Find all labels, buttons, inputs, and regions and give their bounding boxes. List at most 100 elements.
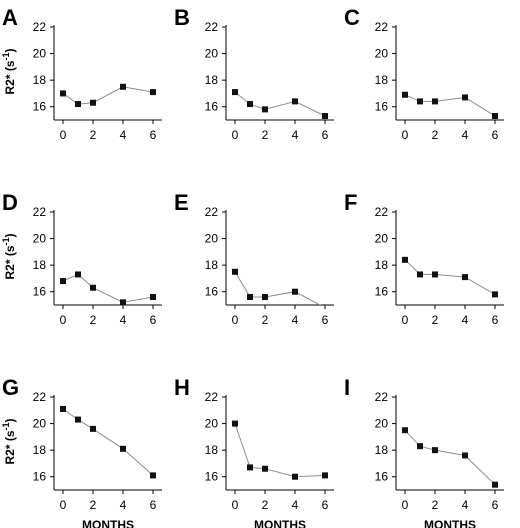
x-tick-label: 6 xyxy=(150,313,157,327)
y-tick-label: 22 xyxy=(33,205,47,219)
data-point xyxy=(150,89,156,96)
y-tick-label: 20 xyxy=(205,232,219,246)
chart-panel-g: G 16 18 20 22 0 2 4 6 R2* (s-1) MONTHS xyxy=(1,375,162,528)
data-point xyxy=(462,94,468,101)
chart-panel-f: F 16 18 20 22 0 2 4 6 xyxy=(344,190,504,327)
x-tick-label: 0 xyxy=(232,128,239,142)
y-tick-label: 16 xyxy=(375,470,389,484)
x-tick-label: 0 xyxy=(402,128,409,142)
x-tick-label: 6 xyxy=(492,128,499,142)
y-tick-label: 22 xyxy=(375,20,389,34)
x-tick-label: 4 xyxy=(462,498,469,512)
x-tick-label: 6 xyxy=(150,498,157,512)
panel-label: D xyxy=(2,190,18,215)
y-tick-label: 22 xyxy=(375,205,389,219)
x-tick-label: 4 xyxy=(292,313,299,327)
y-tick-label: 20 xyxy=(205,47,219,61)
y-tick-label: 16 xyxy=(33,470,47,484)
y-tick-label: 18 xyxy=(375,258,389,272)
x-tick-label: 0 xyxy=(232,498,239,512)
data-point xyxy=(402,256,408,263)
x-tick-label: 4 xyxy=(292,128,299,142)
series-line xyxy=(234,271,321,305)
x-tick-label: 6 xyxy=(322,498,329,512)
x-tick-label: 6 xyxy=(492,498,499,512)
series-line xyxy=(404,429,496,486)
data-point xyxy=(75,416,81,423)
data-point xyxy=(90,284,96,291)
y-tick-label: 18 xyxy=(33,258,47,272)
data-point xyxy=(492,291,498,298)
data-point xyxy=(322,113,328,120)
panel-label: F xyxy=(344,190,357,215)
data-point xyxy=(432,271,438,278)
x-tick-label: 2 xyxy=(432,128,439,142)
y-tick-label: 18 xyxy=(205,443,219,457)
data-point xyxy=(90,99,96,106)
chart-panel-c: C 16 18 20 22 0 2 4 6 xyxy=(344,5,504,142)
chart-panel-d: D 16 18 20 22 0 2 4 6 R2* (s-1) xyxy=(1,190,162,327)
data-point xyxy=(60,90,66,97)
data-point xyxy=(120,83,126,90)
data-point xyxy=(232,420,238,427)
data-point xyxy=(417,271,423,278)
y-tick-label: 18 xyxy=(33,73,47,87)
x-tick-label: 0 xyxy=(402,313,409,327)
data-point xyxy=(75,271,81,278)
data-point xyxy=(120,445,126,452)
data-point xyxy=(75,101,81,108)
x-tick-label: 2 xyxy=(262,128,269,142)
data-point xyxy=(262,294,268,301)
panel-label: H xyxy=(174,375,190,400)
x-tick-label: 2 xyxy=(432,498,439,512)
y-tick-label: 20 xyxy=(33,417,47,431)
y-axis-title: R2* (s-1) xyxy=(1,48,17,94)
y-tick-label: 16 xyxy=(375,100,389,114)
data-point xyxy=(492,481,498,488)
data-point xyxy=(432,98,438,105)
chart-panel-b: B 16 18 20 22 0 2 4 6 xyxy=(174,5,334,142)
data-point xyxy=(90,425,96,432)
x-tick-label: 2 xyxy=(90,313,97,327)
y-tick-label: 20 xyxy=(375,232,389,246)
y-tick-label: 22 xyxy=(205,20,219,34)
y-axis-title: R2* (s-1) xyxy=(1,418,17,464)
data-point xyxy=(247,464,253,471)
x-tick-label: 6 xyxy=(322,128,329,142)
x-tick-label: 2 xyxy=(90,128,97,142)
y-tick-label: 20 xyxy=(375,417,389,431)
x-tick-label: 0 xyxy=(60,498,67,512)
series-line xyxy=(62,273,154,303)
chart-panel-h: H 16 18 20 22 0 2 4 6 MONTHS xyxy=(174,375,334,528)
y-tick-label: 16 xyxy=(375,285,389,299)
chart-panel-e: E 16 18 20 22 0 2 4 6 xyxy=(174,190,334,327)
y-tick-label: 16 xyxy=(33,285,47,299)
y-tick-label: 20 xyxy=(33,47,47,61)
data-point xyxy=(262,465,268,472)
data-point xyxy=(462,274,468,281)
data-point xyxy=(492,113,498,120)
data-point xyxy=(292,288,298,295)
x-tick-label: 4 xyxy=(120,128,127,142)
data-point xyxy=(292,98,298,105)
x-tick-label: 2 xyxy=(432,313,439,327)
x-tick-label: 6 xyxy=(492,313,499,327)
panel-label: G xyxy=(2,375,19,400)
y-tick-label: 22 xyxy=(205,390,219,404)
x-axis-title: MONTHS xyxy=(254,518,306,528)
panel-label: E xyxy=(174,190,189,215)
x-tick-label: 4 xyxy=(120,313,127,327)
data-point xyxy=(60,278,66,285)
panel-label: B xyxy=(174,5,190,30)
x-tick-label: 4 xyxy=(120,498,127,512)
chart-panel-a: A 16 18 20 22 0 2 4 6 R2* (s-1) xyxy=(1,5,162,142)
y-tick-label: 22 xyxy=(33,20,47,34)
x-tick-label: 4 xyxy=(462,313,469,327)
data-point xyxy=(462,452,468,459)
y-tick-label: 20 xyxy=(375,47,389,61)
chart-panel-i: I 16 18 20 22 0 2 4 6 MONTHS xyxy=(344,375,504,528)
data-point xyxy=(120,299,126,306)
panel-label: C xyxy=(344,5,360,30)
y-tick-label: 22 xyxy=(375,390,389,404)
panel-label: A xyxy=(2,5,18,30)
